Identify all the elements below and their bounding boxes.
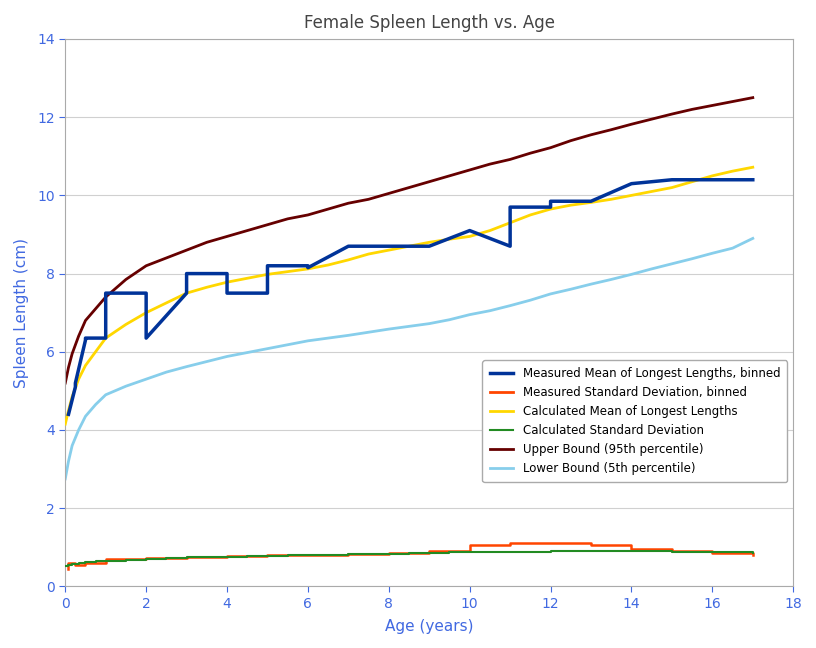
Legend: Measured Mean of Longest Lengths, binned, Measured Standard Deviation, binned, C: Measured Mean of Longest Lengths, binned…	[482, 360, 787, 482]
Y-axis label: Spleen Length (cm): Spleen Length (cm)	[14, 238, 29, 388]
Title: Female Spleen Length vs. Age: Female Spleen Length vs. Age	[304, 14, 555, 32]
X-axis label: Age (years): Age (years)	[385, 619, 473, 634]
